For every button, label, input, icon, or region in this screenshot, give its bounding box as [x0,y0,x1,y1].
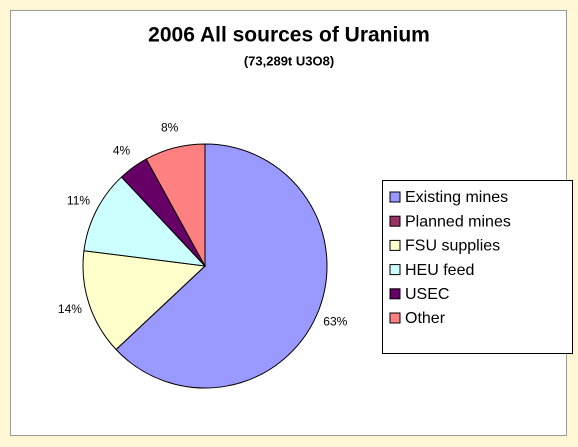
legend-swatch [389,215,401,227]
pie-slice [83,176,207,267]
legend-label: FSU supplies [405,238,500,255]
legend-swatch [389,312,401,324]
legend-label: Other [405,310,446,327]
legend-swatch [389,264,401,276]
legend-swatch [389,239,401,251]
pie-slice [115,143,328,389]
legend-label: USEC [405,286,449,303]
legend-box [382,180,573,354]
legend-swatch [389,288,401,300]
legend-label: Existing mines [405,189,508,206]
data-label: 63% [323,315,347,329]
legend-label: HEU feed [405,262,474,279]
data-label: 4% [113,143,131,157]
pie-slice [145,143,206,267]
data-label: 11% [67,194,90,208]
data-label: 8% [161,121,179,135]
pie-slice [82,250,207,351]
legend-label: Planned mines [405,213,511,230]
legend-swatch [389,191,401,203]
chart-subtitle: (73,289t U3O8) [244,53,334,68]
chart-title: 2006 All sources of Uranium [148,24,430,47]
data-label: 14% [58,302,82,316]
